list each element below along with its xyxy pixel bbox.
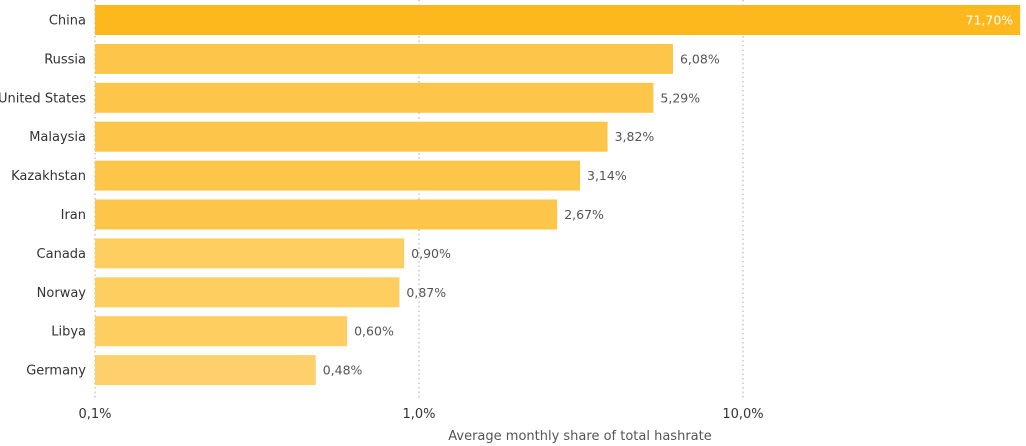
category-label: United States (0, 91, 86, 106)
bar (95, 355, 316, 386)
x-tick-label: 1,0% (402, 407, 435, 422)
category-label: Libya (51, 325, 86, 340)
value-label: 5,29% (660, 90, 700, 105)
category-label: Russia (44, 52, 86, 67)
bar (95, 160, 581, 191)
value-label: 0,60% (354, 324, 394, 339)
value-label: 6,08% (680, 51, 720, 66)
bar (95, 316, 348, 347)
bar (95, 43, 673, 74)
category-label: Iran (61, 208, 86, 223)
category-label: Canada (37, 247, 86, 262)
bar (95, 238, 405, 269)
category-label: China (49, 14, 86, 29)
bar (95, 199, 558, 230)
x-tick-label: 0,1% (78, 407, 111, 422)
x-axis-title: Average monthly share of total hashrate (448, 429, 711, 444)
value-label: 2,67% (564, 207, 604, 222)
value-labels: 71,70% 6,08% 5,29% 3,82% 3,14% 2,67% 0,90% 0,87… (323, 13, 1014, 378)
bars (95, 5, 1021, 386)
value-label: 0,48% (323, 363, 363, 378)
value-label: 71,70% (966, 13, 1014, 28)
bar (95, 82, 654, 113)
x-tick-label: 10,0% (722, 407, 763, 422)
category-labels: China Russia United States Malaysia Kazakhst… (0, 14, 86, 379)
bar (95, 5, 1021, 35)
value-label: 3,14% (587, 168, 627, 183)
bar (95, 121, 608, 152)
bar (95, 277, 400, 308)
value-label: 0,90% (411, 246, 451, 261)
value-label: 3,82% (615, 129, 655, 144)
x-axis-ticks: 0,1% 1,0% 10,0% (78, 407, 763, 422)
category-label: Malaysia (29, 130, 86, 145)
category-label: Germany (26, 364, 86, 379)
category-label: Norway (37, 286, 87, 301)
category-label: Kazakhstan (11, 169, 86, 184)
value-label: 0,87% (406, 285, 446, 300)
